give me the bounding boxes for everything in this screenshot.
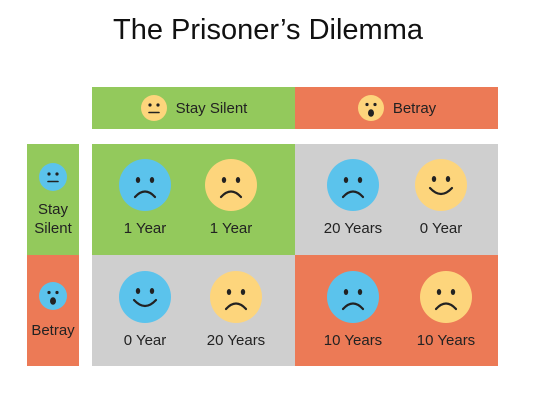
sad-face-icon — [326, 158, 380, 212]
payoff-cell: 20 Years — [194, 270, 278, 349]
payoff-cell: 0 Year — [404, 158, 478, 237]
payoff-cell: 1 Year — [194, 158, 268, 237]
row-header-betray: Betray — [27, 255, 79, 366]
row-header-label: Betray — [31, 322, 75, 339]
payoff-label: 10 Years — [323, 332, 383, 349]
surprised-face-icon — [357, 94, 385, 122]
payoff-cell: 1 Year — [108, 158, 182, 237]
row-header-label: Stay Silent — [34, 200, 72, 237]
payoff-cell: 20 Years — [311, 158, 395, 237]
payoff-label: 10 Years — [416, 332, 476, 349]
surprised-face-icon — [38, 281, 68, 311]
column-header-label: Betray — [392, 99, 437, 117]
page-title: The Prisoner’s Dilemma — [113, 14, 423, 46]
column-header-stay-silent: Stay Silent — [92, 87, 295, 129]
column-header-label: Stay Silent — [175, 99, 248, 117]
payoff-label: 20 Years — [323, 220, 383, 237]
column-header-betray: Betray — [295, 87, 498, 129]
payoff-label: 20 Years — [206, 332, 266, 349]
payoff-cell: 10 Years — [404, 270, 488, 349]
payoff-cell: 10 Years — [311, 270, 395, 349]
neutral-face-icon — [38, 162, 68, 192]
row-header-stay-silent: Stay Silent — [27, 144, 79, 255]
sad-face-icon — [118, 158, 172, 212]
sad-face-icon — [326, 270, 380, 324]
payoff-cell: 0 Year — [108, 270, 182, 349]
sad-face-icon — [209, 270, 263, 324]
sad-face-icon — [204, 158, 258, 212]
quadrant-silent-betray — [295, 144, 498, 255]
payoff-label: 0 Year — [419, 220, 463, 237]
payoff-label: 1 Year — [209, 220, 253, 237]
neutral-face-icon — [140, 94, 168, 122]
happy-face-icon — [118, 270, 172, 324]
payoff-label: 0 Year — [123, 332, 167, 349]
payoff-label: 1 Year — [123, 220, 167, 237]
happy-face-icon — [414, 158, 468, 212]
sad-face-icon — [419, 270, 473, 324]
